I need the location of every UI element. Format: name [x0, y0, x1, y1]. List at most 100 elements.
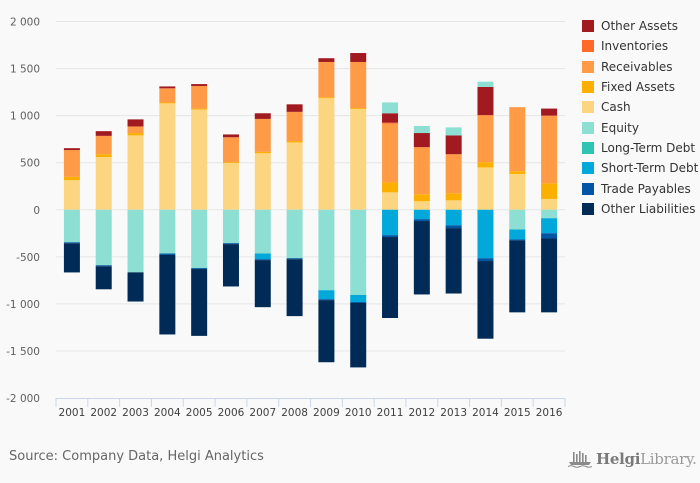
legend-item-inventories[interactable]: Inventories [582, 36, 698, 56]
bar-segment-fixed-assets-2011[interactable] [382, 182, 399, 193]
bar-segment-receivables-2015[interactable] [509, 107, 526, 172]
bar-segment-cash-2006[interactable] [222, 163, 239, 210]
bar-segment-short-term-debt-2009[interactable] [318, 290, 335, 300]
bar-segment-cash-2015[interactable] [509, 173, 526, 210]
bar-segment-trade-payables-2001[interactable] [63, 242, 80, 244]
legend-item-cash[interactable]: Cash [582, 97, 698, 117]
bar-segment-receivables-2016[interactable] [541, 115, 558, 184]
bar-segment-other-assets-2001[interactable] [63, 148, 80, 151]
bar-segment-cash-2004[interactable] [159, 103, 176, 210]
bar-segment-cash-2013[interactable] [445, 200, 462, 210]
bar-segment-cash-2007[interactable] [254, 153, 271, 210]
bar-segment-trade-payables-2012[interactable] [413, 219, 430, 222]
bar-segment-trade-payables-2008[interactable] [286, 258, 303, 260]
bar-segment-short-term-debt-2015[interactable] [509, 229, 526, 240]
bar-segment-receivables-2004[interactable] [159, 88, 176, 103]
bar-segment-other-liabilities-2002[interactable] [95, 266, 112, 290]
bar-segment-other-liabilities-2012[interactable] [413, 221, 430, 295]
bar-segment-receivables-2001[interactable] [63, 150, 80, 177]
bar-segment-fixed-assets-2006[interactable] [222, 162, 239, 164]
legend-item-trade-payables[interactable]: Trade Payables [582, 178, 698, 198]
legend-item-fixed-assets[interactable]: Fixed Assets [582, 77, 698, 97]
bar-segment-fixed-assets-2016[interactable] [541, 183, 558, 199]
bar-segment-fixed-assets-2015[interactable] [509, 171, 526, 174]
bar-segment-other-liabilities-2015[interactable] [509, 240, 526, 313]
bar-segment-fixed-assets-2012[interactable] [413, 194, 430, 202]
bar-segment-short-term-debt-2014[interactable] [477, 209, 494, 259]
bar-segment-fixed-assets-2004[interactable] [159, 102, 176, 104]
bar-segment-trade-payables-2006[interactable] [222, 243, 239, 245]
bar-segment-receivables-2012[interactable] [413, 147, 430, 195]
bar-segment-equity-2015[interactable] [509, 209, 526, 230]
legend-item-short-term-debt[interactable]: Short-Term Debt [582, 158, 698, 178]
bar-segment-other-assets-2008[interactable] [286, 104, 303, 112]
bar-segment-equity-2012[interactable] [413, 125, 430, 134]
bar-segment-fixed-assets-2013[interactable] [445, 193, 462, 201]
bar-segment-other-liabilities-2008[interactable] [286, 259, 303, 317]
bar-segment-other-liabilities-2007[interactable] [254, 260, 271, 308]
bar-segment-other-liabilities-2009[interactable] [318, 300, 335, 363]
bar-segment-trade-payables-2011[interactable] [382, 235, 399, 238]
bar-segment-equity-2005[interactable] [191, 209, 208, 269]
bar-segment-short-term-debt-2013[interactable] [445, 209, 462, 226]
bar-segment-trade-payables-2004[interactable] [159, 253, 176, 255]
bar-segment-other-assets-2014[interactable] [477, 86, 494, 116]
bar-segment-equity-2013[interactable] [445, 127, 462, 136]
legend-item-other-assets[interactable]: Other Assets [582, 16, 698, 36]
bar-segment-cash-2016[interactable] [541, 198, 558, 210]
bar-segment-other-liabilities-2013[interactable] [445, 228, 462, 294]
bar-segment-receivables-2002[interactable] [95, 135, 112, 155]
bar-segment-cash-2010[interactable] [350, 109, 367, 210]
bar-segment-receivables-2003[interactable] [127, 126, 144, 134]
bar-segment-other-assets-2010[interactable] [350, 53, 367, 62]
bar-segment-other-liabilities-2014[interactable] [477, 261, 494, 339]
bar-segment-equity-2011[interactable] [382, 102, 399, 114]
bar-segment-receivables-2007[interactable] [254, 118, 271, 152]
bar-segment-receivables-2006[interactable] [222, 137, 239, 163]
bar-segment-short-term-debt-2007[interactable] [254, 253, 271, 260]
bar-segment-cash-2009[interactable] [318, 98, 335, 210]
bar-segment-equity-2008[interactable] [286, 209, 303, 259]
bar-segment-short-term-debt-2012[interactable] [413, 209, 430, 220]
bar-segment-fixed-assets-2010[interactable] [350, 108, 367, 110]
bar-segment-trade-payables-2016[interactable] [541, 233, 558, 239]
bar-segment-receivables-2013[interactable] [445, 154, 462, 194]
bar-segment-fixed-assets-2005[interactable] [191, 108, 208, 110]
bar-segment-equity-2001[interactable] [63, 209, 80, 243]
legend-item-receivables[interactable]: Receivables [582, 57, 698, 77]
bar-segment-other-liabilities-2006[interactable] [222, 244, 239, 287]
bar-segment-equity-2014[interactable] [477, 81, 494, 87]
bar-segment-fixed-assets-2008[interactable] [286, 141, 303, 143]
bar-segment-fixed-assets-2003[interactable] [127, 133, 144, 136]
bar-segment-inventories-2011[interactable] [382, 122, 399, 124]
bar-segment-other-liabilities-2016[interactable] [541, 238, 558, 313]
bar-segment-trade-payables-2005[interactable] [191, 268, 208, 270]
bar-segment-equity-2006[interactable] [222, 209, 239, 244]
bar-segment-equity-2016[interactable] [541, 209, 558, 219]
bar-segment-trade-payables-2015[interactable] [509, 239, 526, 241]
bar-segment-fixed-assets-2009[interactable] [318, 97, 335, 99]
bar-segment-equity-2007[interactable] [254, 209, 271, 254]
bar-segment-other-assets-2013[interactable] [445, 135, 462, 155]
bar-segment-trade-payables-2013[interactable] [445, 225, 462, 229]
bar-segment-other-liabilities-2001[interactable] [63, 243, 80, 273]
bar-segment-cash-2008[interactable] [286, 142, 303, 210]
bar-segment-other-liabilities-2005[interactable] [191, 269, 208, 336]
bar-segment-other-assets-2006[interactable] [222, 134, 239, 138]
bar-segment-trade-payables-2014[interactable] [477, 258, 494, 262]
bar-segment-other-assets-2011[interactable] [382, 113, 399, 123]
bar-segment-fixed-assets-2014[interactable] [477, 162, 494, 168]
bar-segment-equity-2009[interactable] [318, 209, 335, 291]
bar-segment-other-assets-2003[interactable] [127, 119, 144, 127]
bar-segment-cash-2005[interactable] [191, 109, 208, 210]
bar-segment-equity-2010[interactable] [350, 209, 367, 295]
bar-segment-cash-2003[interactable] [127, 135, 144, 210]
bar-segment-equity-2002[interactable] [95, 209, 112, 266]
bar-segment-other-assets-2002[interactable] [95, 131, 112, 136]
bar-segment-other-assets-2016[interactable] [541, 108, 558, 116]
bar-segment-other-assets-2005[interactable] [191, 84, 208, 86]
legend-item-equity[interactable]: Equity [582, 117, 698, 137]
bar-segment-other-assets-2012[interactable] [413, 133, 430, 148]
bar-segment-trade-payables-2007[interactable] [254, 259, 271, 261]
bar-segment-other-liabilities-2004[interactable] [159, 254, 176, 335]
